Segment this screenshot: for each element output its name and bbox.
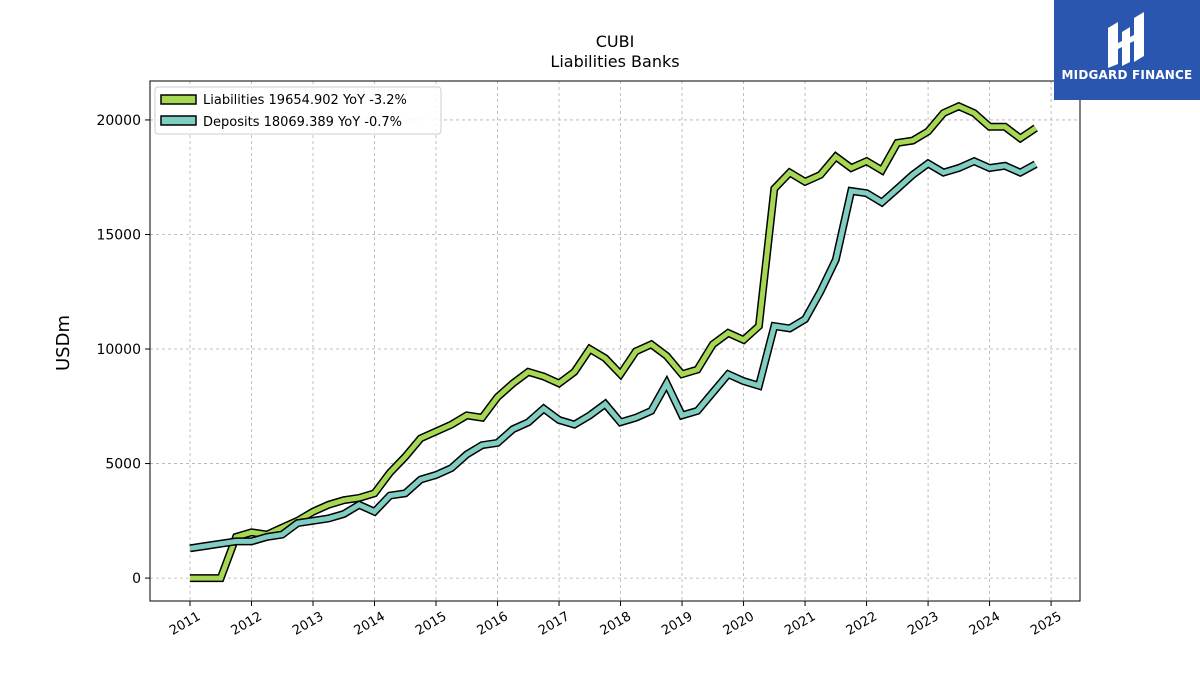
legend-swatch-deposits: [160, 115, 197, 126]
series-line-deposits: [189, 158, 1037, 551]
chart-title-line2: Liabilities Banks: [550, 52, 679, 71]
y-axis-label: USDm: [53, 315, 74, 371]
x-tick-label: 2025: [1028, 609, 1064, 639]
brand-logo: MIDGARD FINANCE: [1054, 0, 1200, 100]
legend-label-liabilities: Liabilities 19654.902 YoY -3.2%: [203, 93, 407, 108]
x-axis-ticks: 2011 2012 2013 2014 2015 2016 2017 2018 2019 2020…: [167, 601, 1064, 639]
x-tick-label: 2011: [167, 609, 203, 639]
x-tick-label: 2019: [659, 609, 695, 639]
y-tick-label: 10000: [96, 342, 141, 358]
x-tick-label: 2013: [290, 609, 326, 639]
x-tick-label: 2021: [782, 609, 818, 639]
legend: Liabilities 19654.902 YoY -3.2% Deposits…: [154, 86, 442, 135]
x-tick-label: 2018: [598, 609, 634, 639]
x-tick-label: 2014: [352, 609, 388, 639]
x-tick-label: 2017: [536, 609, 572, 639]
x-tick-label: 2016: [475, 609, 511, 639]
x-tick-label: 2012: [229, 609, 265, 639]
y-axis-ticks: 0 5000 10000 15000 20000: [96, 113, 150, 587]
plot-area-frame: [149, 80, 1081, 602]
brand-mark-icon: [1108, 12, 1144, 68]
y-tick-label: 0: [132, 571, 141, 587]
brand-name: MIDGARD FINANCE: [1061, 68, 1193, 82]
legend-label-deposits: Deposits 18069.389 YoY -0.7%: [203, 115, 402, 130]
chart-title-line1: CUBI: [596, 32, 635, 51]
y-tick-label: 20000: [96, 113, 141, 129]
x-tick-label: 2020: [721, 609, 757, 639]
y-tick-label: 5000: [105, 457, 141, 473]
x-tick-label: 2024: [967, 609, 1003, 639]
grid: [150, 81, 1080, 601]
x-tick-label: 2022: [844, 609, 880, 639]
y-tick-label: 15000: [96, 227, 141, 243]
series-line-liabilities: [190, 103, 1038, 581]
x-tick-label: 2015: [413, 609, 449, 639]
series-layer: [189, 101, 1038, 583]
legend-box: [154, 86, 442, 135]
x-tick-label: 2023: [905, 609, 941, 639]
series-outline-deposits: [189, 156, 1038, 553]
legend-swatch-liabilities: [160, 94, 197, 105]
